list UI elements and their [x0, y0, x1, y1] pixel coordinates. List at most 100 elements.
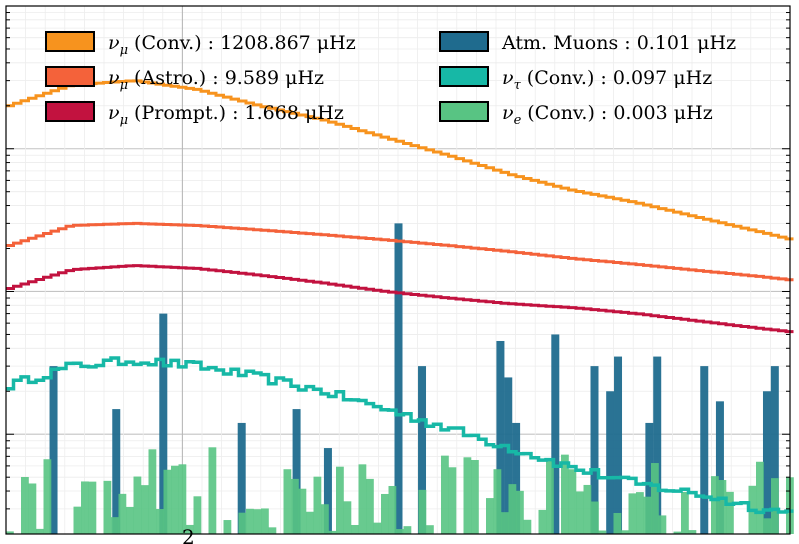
nu-e-bin	[718, 480, 727, 534]
nu-e-bin	[681, 491, 689, 534]
muon-bar	[614, 356, 623, 534]
muon-bar	[762, 391, 771, 534]
nu-e-bin	[726, 491, 734, 534]
nu-e-bin	[403, 526, 412, 534]
nu-e-bin	[583, 484, 592, 534]
nu-e-bin	[358, 464, 367, 534]
ticks	[6, 5, 790, 535]
nu-e-bin	[238, 512, 247, 534]
nu-e-bin	[771, 478, 779, 534]
nu-e-bin	[651, 463, 659, 534]
legend-entry-label: Atm. Muons : 0.101 μHz	[501, 32, 736, 54]
nu-e-bin	[43, 459, 52, 534]
muon-bar	[590, 366, 599, 534]
nu-e-bin	[321, 504, 329, 534]
series-lines	[6, 79, 794, 515]
nu-e-bin	[463, 457, 472, 534]
muon-bar	[49, 366, 58, 534]
legend-swatch	[439, 101, 489, 122]
nu-e-bin	[441, 455, 449, 534]
nu-e-bin	[568, 469, 577, 534]
plot-frame	[5, 5, 791, 535]
muon-bar	[159, 313, 168, 534]
nu-e-bin	[313, 476, 322, 534]
nu-e-bin	[373, 522, 382, 534]
nu-e-bin	[426, 525, 434, 534]
nu-e-bin	[21, 476, 29, 534]
nu-e-bin	[561, 454, 569, 534]
x-tick-label: 2	[182, 525, 195, 544]
nu-e-bin	[156, 509, 164, 534]
nu-e-bin	[486, 498, 494, 534]
nu-e-bin	[178, 464, 187, 534]
muon-bar	[237, 422, 246, 534]
nu-e-bin	[133, 476, 142, 534]
muon-bar	[112, 409, 121, 534]
muon-bar	[292, 409, 301, 534]
nu-e-bin	[471, 460, 479, 534]
nu-e-bin	[6, 531, 14, 534]
nu-e-bin	[306, 511, 314, 534]
nu-e-bin	[81, 481, 89, 534]
nu-e-bin	[141, 485, 149, 534]
muon-bar	[323, 448, 332, 534]
nu-e-bin	[343, 501, 352, 534]
nu-e-bin	[508, 484, 517, 534]
legend-entry-label: ντ (Conv.) : 0.097 μHz	[502, 67, 712, 93]
nu-e-bin	[88, 481, 97, 534]
nu-e-bin	[516, 490, 524, 534]
nu-e-bin	[688, 530, 697, 534]
nu-e-bin	[148, 449, 157, 534]
muon-bar	[606, 391, 615, 534]
nu-e-bin	[298, 488, 307, 534]
muon-bar	[504, 377, 513, 534]
nu-e-bin	[163, 469, 172, 534]
nu-e-bin	[546, 460, 554, 534]
nu-e-bin	[388, 485, 397, 534]
legend: νμ (Conv.) : 1208.867 μHz νμ (Astro.) : 9…	[45, 31, 736, 128]
series-line	[6, 221, 794, 282]
nu-e-bin	[636, 492, 644, 534]
nu-e-bin	[493, 469, 502, 534]
nu-e-bin	[208, 447, 217, 534]
legend-entry-label: νμ (Prompt.) : 1.668 μHz	[108, 102, 344, 128]
nu-e-bin	[246, 508, 254, 534]
legend-entry-label: νμ (Astro.) : 9.589 μHz	[108, 67, 324, 93]
nu-e-bin	[111, 517, 119, 534]
nu-e-bin	[418, 489, 427, 534]
nu-e-bin	[103, 480, 112, 534]
legend-swatch	[45, 31, 95, 52]
nu-e-bin	[576, 491, 584, 534]
legend-swatch	[439, 66, 489, 87]
nu-e-bin	[36, 528, 44, 534]
nu-e-bin	[268, 527, 277, 534]
legend-swatch	[45, 101, 95, 122]
nu-e-bin	[673, 531, 682, 534]
nu-e-bin	[448, 467, 457, 534]
nu-e-bin	[328, 530, 337, 534]
nu-e-bin	[126, 506, 134, 534]
legend-swatch	[45, 66, 95, 87]
muon-bar	[653, 356, 662, 534]
nu-e-bin	[763, 518, 772, 534]
nu-e-bin	[118, 493, 127, 534]
nu-e-bin	[591, 501, 599, 534]
nu-e-bin	[628, 493, 637, 534]
nu-e-bin	[501, 512, 509, 534]
nu-e-bin	[366, 478, 374, 534]
nu-e-bin	[658, 515, 667, 534]
nu-e-bin	[193, 496, 202, 534]
muon-bar	[645, 422, 654, 534]
muon-bar	[551, 334, 560, 534]
nu-e-bin	[523, 519, 532, 534]
muon-bar	[770, 366, 779, 534]
legend-entry-label: νμ (Conv.) : 1208.867 μHz	[108, 32, 356, 58]
nu-e-bin	[223, 520, 232, 534]
nu-e-bin	[538, 509, 547, 534]
series-line	[6, 264, 794, 334]
muon-bar	[700, 366, 709, 534]
nu-e-bin	[396, 529, 404, 534]
muon-bar	[715, 401, 724, 534]
muon-bar	[496, 340, 505, 534]
